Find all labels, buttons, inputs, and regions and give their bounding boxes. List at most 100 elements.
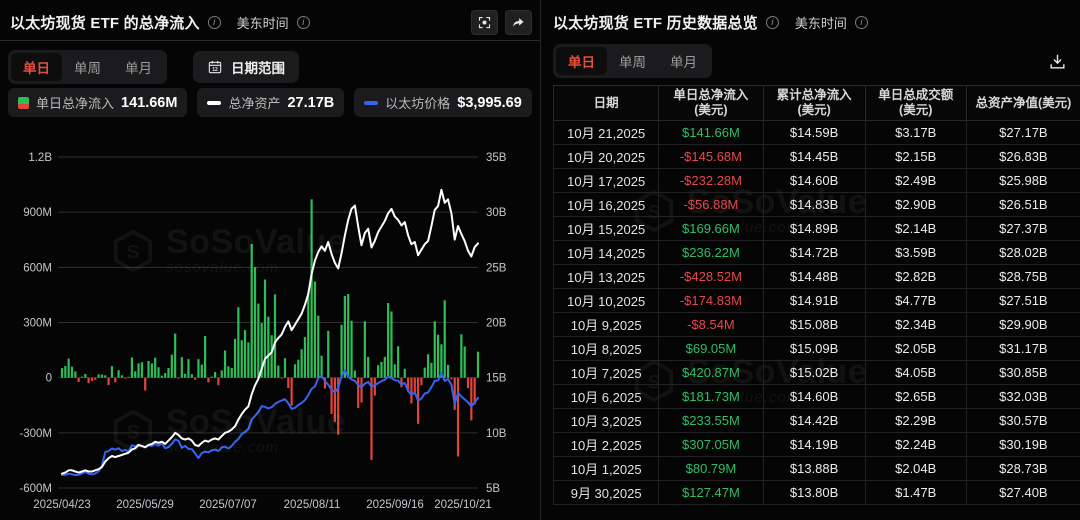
nav-cell: $27.40B (965, 480, 1080, 505)
table-row[interactable]: 10月 20,2025 -$145.68M $14.45B $2.15B $26.83B (553, 144, 1080, 169)
nav-cell: $31.17B (965, 336, 1080, 361)
nav-cell: $27.37B (965, 216, 1080, 241)
nav-cell: $30.57B (965, 408, 1080, 433)
left-panel-header: 以太坊现货 ETF 的总净流入 i 美东时间 i (10, 8, 532, 36)
date-cell: 10月 9,2025 (553, 312, 660, 337)
etf-flow-chart[interactable]: S SoSoValue sosovalue.com S SoSoValue soso… (0, 130, 540, 520)
col-cum-inflow: 累计总净流入(美元) (762, 85, 866, 121)
share-icon (513, 17, 524, 27)
col-daily-inflow: 单日总净流入(美元) (658, 85, 764, 121)
cum-inflow-cell: $14.19B (762, 432, 866, 457)
volume-cell: $2.82B (864, 264, 967, 289)
table-row[interactable]: 10月 13,2025 -$428.52M $14.48B $2.82B $28.75B (553, 264, 1080, 289)
chart-canvas[interactable]: 1.2B 35B 900M 30B 600M 25B 300M 20B 0 15B -300M 10B… (0, 130, 540, 520)
volume-cell: $3.17B (864, 120, 967, 145)
svg-text:1.2B: 1.2B (28, 152, 52, 164)
white-line-swatch-icon (207, 100, 222, 105)
table-header-row: 日期 单日总净流入(美元) 累计总净流入(美元) 单日总成交额(美元) 总资产净… (553, 85, 1080, 121)
svg-text:30B: 30B (486, 207, 507, 219)
legend-net-assets[interactable]: 总净资产 27.17B (197, 88, 345, 117)
table-row[interactable]: 10月 7,2025 $420.87M $15.02B $4.05B $30.85B (553, 360, 1080, 385)
date-range-button[interactable]: 12 日期范围 (193, 51, 299, 83)
cum-inflow-cell: $14.60B (762, 384, 866, 409)
cum-inflow-cell: $15.02B (762, 360, 866, 385)
legend-value: 27.17B (287, 94, 335, 111)
nav-cell: $27.51B (965, 288, 1080, 313)
date-cell: 10月 10,2025 (553, 288, 660, 313)
fullscreen-button[interactable] (471, 9, 498, 35)
table-row[interactable]: 9月 30,2025 $127.47M $13.80B $1.47B $27.40B (553, 480, 1080, 505)
nav-cell: $30.85B (965, 360, 1080, 385)
right-panel-header: 以太坊现货 ETF 历史数据总览 i 美东时间 i (553, 8, 1072, 36)
volume-cell: $2.15B (864, 144, 967, 169)
info-icon[interactable]: i (207, 15, 221, 29)
cum-inflow-cell: $14.60B (762, 168, 866, 193)
daily-inflow-cell: $181.73M (658, 384, 764, 409)
tab-monthly[interactable]: 单月 (125, 61, 152, 76)
table-row[interactable]: 10月 16,2025 -$56.88M $14.83B $2.90B $26.51B (553, 192, 1080, 217)
legend-eth-price[interactable]: 以太坊价格 $3,995.69 (354, 88, 532, 117)
nav-cell: $27.17B (965, 120, 1080, 145)
legend-value: 141.66M (121, 94, 178, 111)
volume-cell: $2.05B (864, 336, 967, 361)
daily-inflow-cell: -$56.88M (658, 192, 764, 217)
info-icon[interactable]: i (854, 15, 868, 29)
date-cell: 10月 15,2025 (553, 216, 660, 241)
bar-swatch-icon (18, 96, 29, 109)
date-cell: 10月 8,2025 (553, 336, 660, 361)
nav-cell: $28.73B (965, 456, 1080, 481)
daily-inflow-cell: $307.05M (658, 432, 764, 457)
daily-inflow-cell: -$145.68M (658, 144, 764, 169)
fullscreen-icon (478, 16, 491, 28)
svg-text:2025/07/07: 2025/07/07 (199, 499, 257, 511)
cum-inflow-cell: $14.42B (762, 408, 866, 433)
table-row[interactable]: 10月 1,2025 $80.79M $13.88B $2.04B $28.73B (553, 456, 1080, 481)
daily-inflow-cell: -$428.52M (658, 264, 764, 289)
date-cell: 10月 16,2025 (553, 192, 660, 217)
tab-weekly[interactable]: 单周 (619, 55, 646, 70)
date-cell: 10月 6,2025 (553, 384, 660, 409)
info-icon[interactable]: i (765, 15, 779, 29)
tab-monthly[interactable]: 单月 (670, 55, 697, 70)
chart-controls: 单日 单周 单月 12 日期范围 (8, 50, 299, 84)
timezone-label: 美东时间 (794, 15, 847, 31)
table-controls: 单日 单周 单月 (553, 44, 712, 78)
table-row[interactable]: 10月 2,2025 $307.05M $14.19B $2.24B $30.19B (553, 432, 1080, 457)
table-row[interactable]: 10月 6,2025 $181.73M $14.60B $2.65B $32.03B (553, 384, 1080, 409)
date-cell: 10月 2,2025 (553, 432, 660, 457)
table-row[interactable]: 10月 8,2025 $69.05M $15.09B $2.05B $31.17B (553, 336, 1080, 361)
history-table: 日期 单日总净流入(美元) 累计总净流入(美元) 单日总成交额(美元) 总资产净… (553, 85, 1080, 505)
volume-cell: $2.49B (864, 168, 967, 193)
legend-daily-inflow[interactable]: 单日总净流入 141.66M (8, 88, 188, 117)
nav-cell: $25.98B (965, 168, 1080, 193)
table-row[interactable]: 10月 15,2025 $169.66M $14.89B $2.14B $27.37B (553, 216, 1080, 241)
svg-text:2025/10/21: 2025/10/21 (434, 499, 492, 511)
cum-inflow-cell: $14.83B (762, 192, 866, 217)
tab-daily[interactable]: 单日 (556, 47, 607, 75)
info-icon[interactable]: i (296, 15, 310, 29)
svg-text:20B: 20B (486, 318, 507, 330)
col-date: 日期 (553, 85, 660, 121)
date-cell: 10月 21,2025 (553, 120, 660, 145)
daily-inflow-cell: $169.66M (658, 216, 764, 241)
download-button[interactable] (1044, 48, 1070, 74)
table-title: 以太坊现货 ETF 历史数据总览 (553, 14, 758, 32)
svg-text:35B: 35B (486, 152, 507, 164)
page-title: 以太坊现货 ETF 的总净流入 (10, 14, 200, 32)
table-row[interactable]: 10月 3,2025 $233.55M $14.42B $2.29B $30.57B (553, 408, 1080, 433)
table-row[interactable]: 10月 14,2025 $236.22M $14.72B $3.59B $28.02B (553, 240, 1080, 265)
daily-inflow-cell: $420.87M (658, 360, 764, 385)
share-button[interactable] (505, 9, 532, 35)
cum-inflow-cell: $15.08B (762, 312, 866, 337)
table-row[interactable]: 10月 17,2025 -$232.28M $14.60B $2.49B $25.98B (553, 168, 1080, 193)
date-cell: 10月 20,2025 (553, 144, 660, 169)
tab-weekly[interactable]: 单周 (74, 61, 101, 76)
tab-daily[interactable]: 单日 (11, 53, 62, 81)
table-row[interactable]: 10月 10,2025 -$174.83M $14.91B $4.77B $27.51B (553, 288, 1080, 313)
cum-inflow-cell: $15.09B (762, 336, 866, 361)
table-row[interactable]: 10月 21,2025 $141.66M $14.59B $3.17B $27.17B (553, 120, 1080, 145)
history-table-wrap: 日期 单日总净流入(美元) 累计总净流入(美元) 单日总成交额(美元) 总资产净… (553, 85, 1080, 520)
svg-text:12: 12 (212, 67, 218, 73)
col-volume: 单日总成交额(美元) (864, 85, 967, 121)
table-row[interactable]: 10月 9,2025 -$8.54M $15.08B $2.34B $29.90B (553, 312, 1080, 337)
